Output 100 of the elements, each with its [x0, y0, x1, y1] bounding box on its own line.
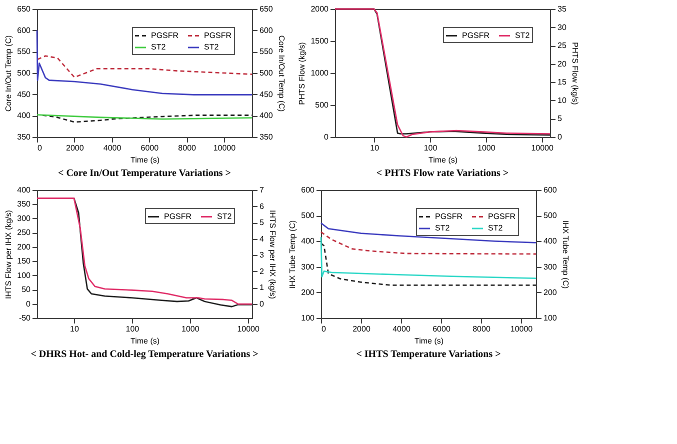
y-tick-label: 0	[324, 132, 330, 142]
legend-label: ST2	[204, 42, 220, 52]
y-tick-label: 500	[315, 100, 330, 110]
y2-tick-label: 650	[260, 4, 274, 14]
y2-tick-label: 20	[558, 59, 567, 68]
x-tick-label: 2000	[352, 324, 371, 334]
y2-tick-label: 1	[260, 283, 264, 292]
x-tick-label: 100	[424, 144, 438, 152]
x-tick-label: 6000	[140, 144, 160, 152]
line-series	[36, 30, 253, 96]
text: < IHTS Temperature Variations >	[356, 349, 502, 360]
y2-tick-label: 25	[558, 41, 567, 50]
y2-tick-label: 0	[558, 132, 562, 142]
y2-tick-label: 500	[544, 211, 558, 220]
y2-axis-title: IHTS Flow per IHX (kg/s)	[268, 210, 277, 300]
legend-label: ST2	[435, 224, 450, 232]
y2-tick-label: 100	[544, 314, 558, 322]
y-tick-label: 50	[22, 285, 32, 294]
y2-tick-label: 300	[544, 262, 558, 272]
x-tick-label: 4000	[103, 144, 122, 152]
y2-tick-label: 400	[544, 236, 558, 246]
line-series	[320, 242, 537, 286]
y2-tick-label: 15	[558, 78, 567, 87]
x-tick-label: 10000	[510, 324, 534, 334]
x-tick-label: 1000	[181, 324, 200, 334]
y-axis-title: Core In/Out Temp (C)	[4, 35, 14, 112]
y2-axis-title: Core In/Out Temp (C)	[276, 35, 286, 112]
x-tick-label: 8000	[178, 144, 197, 152]
y-tick-label: 100	[301, 314, 316, 322]
y2-tick-label: 6	[260, 202, 264, 211]
y2-axis-title: PHTS Flow (kg/s)	[570, 42, 580, 106]
y2-tick-label: 5	[260, 218, 264, 228]
y2-axis-title: IHX Tube Temp (C)	[560, 220, 570, 289]
x-tick-label: 8000	[472, 324, 491, 334]
y2-tick-label: 550	[260, 47, 274, 56]
x-tick-label: 2000	[66, 144, 84, 152]
y2-tick-label: 450	[260, 90, 274, 99]
x-tick-label: 1000	[478, 144, 496, 152]
text: < DHRS Hot- and Cold-leg Temperature Variations >	[30, 349, 259, 360]
y-tick-label: 550	[17, 47, 32, 56]
y2-tick-label: 0	[260, 299, 264, 308]
x-tick-label: 10000	[213, 144, 236, 152]
x-tick-label: 10000	[531, 144, 554, 152]
y-tick-label: 200	[17, 242, 32, 252]
x-axis-title: Time (s)	[130, 156, 160, 164]
y2-tick-label: 30	[558, 22, 567, 32]
x-tick-label: 10	[70, 324, 80, 334]
legend-label: ST2	[151, 42, 166, 52]
y-tick-label: 250	[17, 228, 32, 238]
line-series	[320, 236, 537, 280]
legend-label: PGSFR	[488, 212, 516, 221]
x-axis-title: Time (s)	[130, 336, 160, 346]
y-tick-label: 600	[301, 186, 316, 194]
y-tick-label: 450	[17, 90, 32, 99]
y2-tick-label: 7	[260, 186, 264, 194]
y2-tick-label: 5	[558, 114, 562, 124]
y-tick-label: 400	[17, 111, 32, 120]
y-tick-label: 100	[17, 270, 32, 280]
legend-label: ST2	[488, 224, 504, 232]
y-axis-title: IHTS Flow per IHX (kg/s)	[4, 210, 14, 299]
line-series	[320, 231, 537, 255]
y-tick-label: 1500	[310, 36, 330, 46]
y2-tick-label: 600	[260, 26, 274, 35]
y2-tick-label: 3	[260, 250, 264, 260]
line-series	[42, 114, 253, 123]
y2-tick-label: 400	[260, 111, 274, 120]
y-tick-label: 150	[17, 256, 32, 266]
y2-tick-label: 350	[260, 132, 274, 142]
x-tick-label: 6000	[432, 324, 451, 334]
y-tick-label: 650	[17, 4, 32, 14]
y2-tick-label: 600	[544, 186, 558, 194]
y2-tick-label: 4	[260, 234, 264, 244]
x-axis-title: Time (s)	[428, 156, 458, 164]
x-tick-label: 4000	[392, 324, 411, 334]
x-tick-label: 10	[370, 144, 380, 152]
y2-tick-label: 2	[260, 266, 264, 276]
y-tick-label: 0	[26, 299, 32, 308]
y-tick-label: 400	[301, 236, 316, 246]
legend-label: ST2	[515, 30, 530, 40]
y-tick-label: 350	[17, 200, 32, 209]
legend-label: PGSFR	[462, 30, 490, 40]
y-tick-label: 350	[17, 132, 32, 142]
legend-label: ST2	[217, 212, 232, 221]
line-series	[36, 55, 253, 78]
y-tick-label: 1000	[310, 68, 330, 78]
text: < Core In/Out Temperature Variations >	[58, 168, 232, 179]
y2-tick-label: 35	[558, 4, 567, 14]
text: < PHTS Flow rate Variations >	[376, 168, 509, 179]
legend-label: PGSFR	[151, 30, 179, 40]
y-tick-label: 400	[17, 186, 32, 194]
legend-label: PGSFR	[164, 212, 192, 221]
y-tick-label: 500	[301, 211, 316, 220]
y-tick-label: -50	[18, 314, 32, 322]
y-tick-label: 500	[17, 68, 32, 78]
y-tick-label: 200	[301, 288, 316, 297]
line-series	[320, 222, 537, 244]
x-axis-title: Time (s)	[414, 336, 444, 346]
y2-tick-label: 500	[260, 68, 274, 78]
y2-tick-label: 200	[544, 288, 558, 297]
y-tick-label: 300	[17, 214, 32, 223]
